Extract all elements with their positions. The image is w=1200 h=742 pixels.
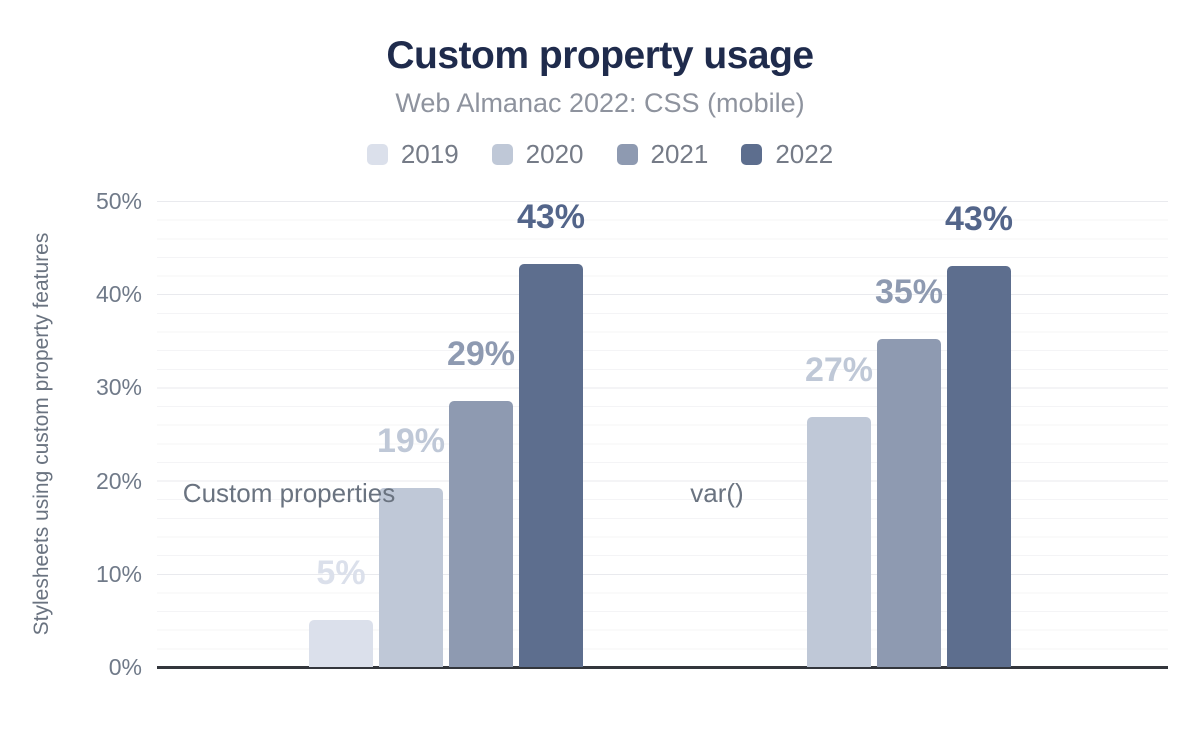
chart-subtitle: Web Almanac 2022: CSS (mobile) [395,88,805,118]
legend-swatch-2021-icon [616,143,638,165]
bar-value-label-2020-1: 27% [804,351,874,390]
y-tick-label-20: 20% [95,467,142,494]
bar-slot-2021: 29% [446,201,516,667]
y-tick-label-30: 30% [95,374,142,401]
bar-2021-1[interactable] [877,338,941,667]
bar-slot-2022: 43% [516,198,586,667]
legend-swatch-2019-icon [366,143,388,165]
y-tick-label-10: 10% [95,560,142,587]
bar-2020-1[interactable] [807,417,871,667]
plot-area: 0% 10% 20% 30% 40% 50% 5% 19% 29% 43% 27% 35% 43% [96,188,1168,680]
bar-2019-0[interactable] [309,620,373,667]
legend-swatch-2022-icon [741,143,763,165]
bar-value-label-2022-1: 43% [944,200,1014,239]
bar-group-var-: 27% 35% 43% [737,200,1014,667]
y-tick-label-40: 40% [95,281,142,308]
chart-title: Custom property usage [386,34,814,77]
bar-slot-2019 [737,201,801,667]
bar-slot-2022: 43% [944,200,1014,667]
bar-2021-0[interactable] [449,401,513,667]
x-category-label-custom-properties: Custom properties [182,478,396,508]
bar-value-label-2019-0: 5% [316,554,366,593]
legend-label-2019: 2019 [400,139,459,169]
bar-value-label-2021-0: 29% [446,335,516,374]
bar-2020-0[interactable] [379,488,443,667]
legend-label-2020: 2020 [525,139,584,169]
bar-value-label-2022-0: 43% [516,198,586,237]
bar-slot-2021: 35% [874,201,944,667]
bar-value-label-2020-0: 19% [376,422,446,461]
y-axis-title: Stylesheets using custom property featur… [30,232,53,636]
legend: 2019 2020 2021 2022 [0,141,1200,167]
legend-item-2021[interactable]: 2021 [616,139,709,169]
y-tick-label-50: 50% [95,188,142,214]
legend-item-2020[interactable]: 2020 [491,139,584,169]
bar-slot-2020: 19% [376,201,446,667]
bar-slot-2019: 5% [309,201,373,667]
bar-2022-0[interactable] [519,264,583,667]
bar-group-custom-properties: 5% 19% 29% 43% [309,198,586,667]
bar-slot-2020: 27% [804,201,874,667]
y-tick-label-0: 0% [108,654,142,680]
legend-item-2019[interactable]: 2019 [366,139,459,169]
bar-value-label-2021-1: 35% [874,272,944,311]
bar-2022-1[interactable] [947,266,1011,667]
x-axis-line [157,666,1168,669]
legend-item-2022[interactable]: 2022 [741,141,833,167]
legend-label-2021: 2021 [650,139,709,169]
legend-label-2022: 2022 [775,139,834,169]
legend-swatch-2020-icon [491,143,513,165]
x-category-label-var: var() [690,478,744,508]
